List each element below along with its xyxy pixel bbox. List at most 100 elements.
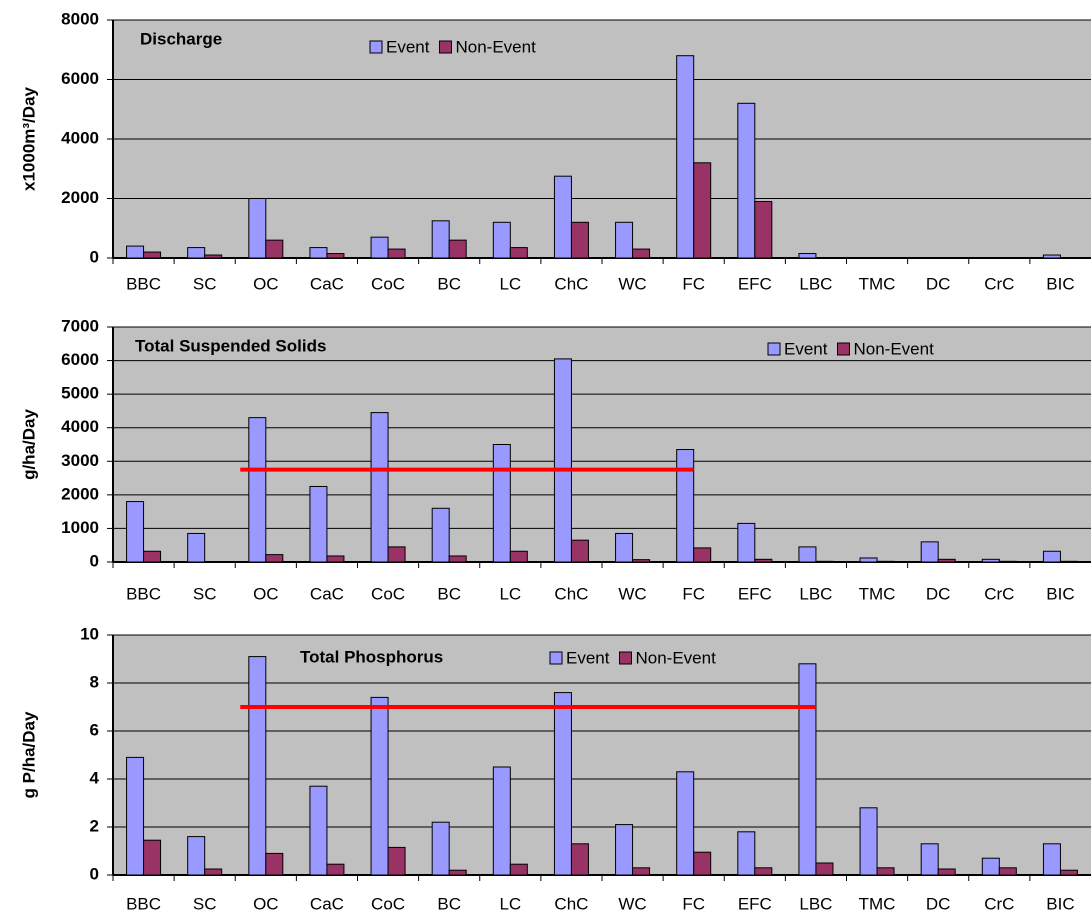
y-tick-label: 10 — [80, 624, 99, 643]
bar — [248, 198, 267, 259]
bar — [126, 756, 145, 876]
legend-label: Event — [784, 339, 828, 358]
bar — [265, 852, 284, 876]
bar — [998, 867, 1017, 876]
bar — [387, 546, 406, 563]
bar — [187, 247, 206, 259]
bar — [1059, 869, 1078, 876]
x-tick-label: BC — [437, 894, 461, 913]
bar — [693, 547, 712, 563]
x-tick-label: BC — [437, 274, 461, 293]
bar — [204, 868, 223, 876]
x-tick-label: BC — [437, 584, 461, 603]
bar — [937, 558, 956, 563]
y-tick-label: 3000 — [61, 451, 99, 470]
y-tick-label: 7000 — [61, 316, 99, 335]
bar — [204, 254, 223, 259]
bar — [187, 836, 206, 876]
y-tick-label: 8000 — [61, 9, 99, 28]
chart-title: Total Phosphorus — [300, 647, 443, 666]
bar — [859, 807, 878, 876]
x-tick-label: OC — [253, 274, 279, 293]
bar — [309, 785, 328, 876]
x-tick-label: LBC — [799, 584, 832, 603]
bar — [492, 221, 511, 259]
x-tick-label: OC — [253, 584, 279, 603]
bar — [126, 501, 145, 563]
bar — [553, 692, 572, 876]
x-tick-label: DC — [926, 894, 951, 913]
y-tick-label: 0 — [90, 247, 99, 266]
bar — [265, 239, 284, 259]
x-tick-label: CrC — [984, 274, 1014, 293]
bar — [815, 560, 834, 563]
bar — [615, 532, 634, 563]
x-tick-label: CoC — [371, 894, 405, 913]
legend-swatch — [767, 342, 781, 356]
bar — [676, 55, 695, 259]
x-tick-label: EFC — [738, 274, 772, 293]
x-tick-label: LC — [499, 584, 521, 603]
bar — [981, 857, 1000, 876]
x-tick-label: BBC — [126, 584, 161, 603]
legend-label: Event — [386, 37, 430, 56]
bar — [143, 251, 162, 259]
bar — [693, 851, 712, 876]
bar — [126, 245, 145, 259]
x-tick-label: LBC — [799, 894, 832, 913]
legend-swatch — [438, 40, 452, 54]
x-tick-label: ChC — [554, 584, 588, 603]
x-tick-label: EFC — [738, 584, 772, 603]
x-tick-label: LC — [499, 274, 521, 293]
legend-swatch — [549, 651, 563, 665]
x-tick-label: WC — [618, 584, 646, 603]
bar — [632, 867, 651, 876]
x-tick-label: DC — [926, 584, 951, 603]
bar — [1042, 843, 1061, 876]
bar — [920, 843, 939, 876]
bar — [737, 102, 756, 259]
x-tick-label: CoC — [371, 274, 405, 293]
y-axis-label: g/ha/Day — [19, 409, 38, 480]
x-tick-label: TMC — [859, 894, 896, 913]
x-tick-label: CaC — [310, 584, 344, 603]
bar — [387, 248, 406, 259]
bar — [248, 656, 267, 876]
bar — [737, 831, 756, 876]
x-tick-label: FC — [682, 894, 705, 913]
plot-area — [113, 635, 1091, 875]
x-tick-label: FC — [682, 274, 705, 293]
x-tick-label: BIC — [1046, 274, 1074, 293]
x-tick-label: CoC — [371, 584, 405, 603]
x-tick-label: CrC — [984, 584, 1014, 603]
bar — [570, 539, 589, 563]
bar — [431, 507, 450, 563]
legend-label: Event — [566, 648, 610, 667]
bar — [676, 771, 695, 876]
x-tick-label: LBC — [799, 274, 832, 293]
x-tick-label: ChC — [554, 274, 588, 293]
x-tick-label: CaC — [310, 894, 344, 913]
y-axis-label: x1000m³/Day — [19, 86, 38, 191]
bar — [265, 554, 284, 563]
bar — [798, 663, 817, 876]
bar — [815, 862, 834, 876]
bar — [326, 863, 345, 876]
y-tick-label: 2 — [90, 816, 99, 835]
bar — [326, 555, 345, 563]
bar — [1042, 254, 1061, 259]
chart-title: Discharge — [140, 29, 222, 48]
bar — [492, 766, 511, 876]
legend-swatch — [618, 651, 632, 665]
y-tick-label: 4 — [90, 768, 100, 787]
x-tick-label: FC — [682, 584, 705, 603]
bar — [798, 546, 817, 563]
x-tick-label: EFC — [738, 894, 772, 913]
bar — [615, 221, 634, 259]
bar — [187, 532, 206, 563]
x-tick-label: TMC — [859, 584, 896, 603]
x-tick-label: BBC — [126, 894, 161, 913]
bar — [143, 839, 162, 876]
bar — [553, 358, 572, 563]
